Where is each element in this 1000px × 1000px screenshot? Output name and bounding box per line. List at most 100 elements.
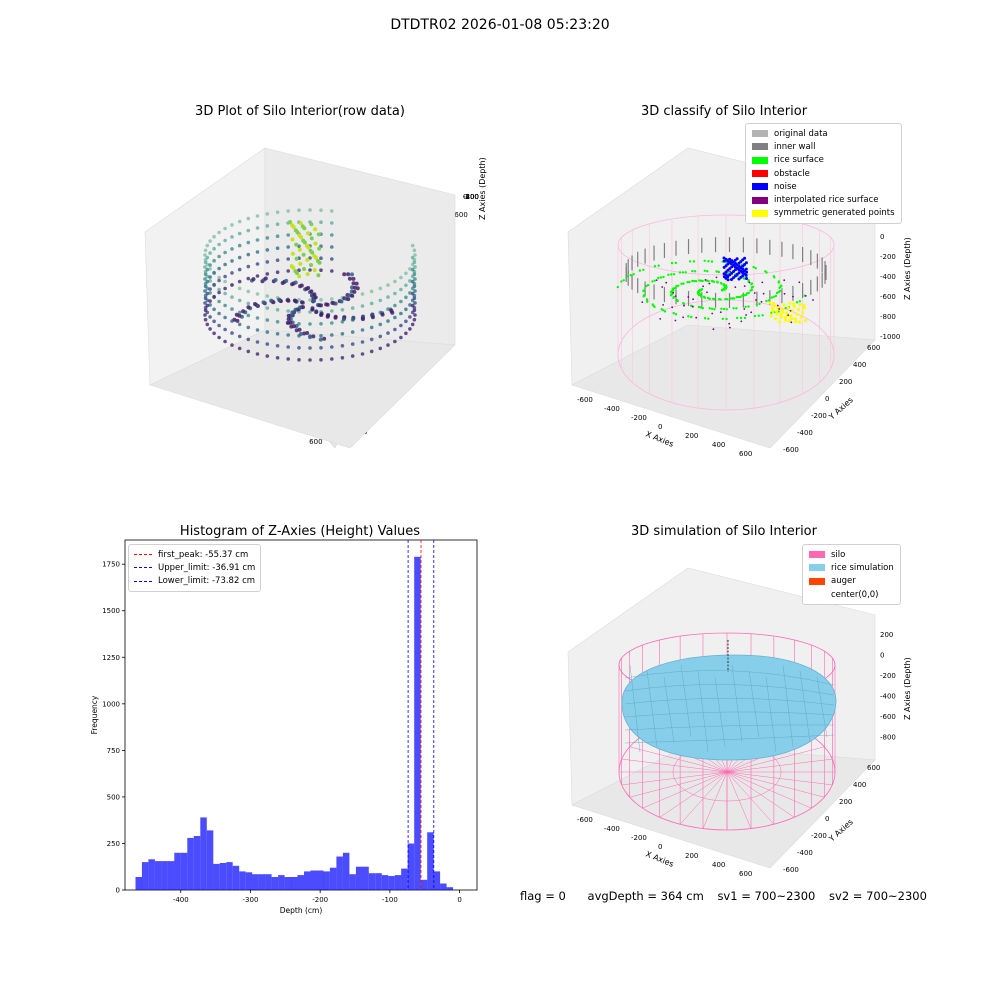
- raw-point: [319, 256, 323, 261]
- raw-point: [408, 303, 412, 307]
- raw-point: [273, 278, 278, 282]
- simulation-rice-mesh: [624, 698, 835, 706]
- classify-legend-swatch: [752, 209, 768, 217]
- simulation-rice-mesh: [624, 670, 835, 686]
- classify-interp-point: [691, 305, 694, 308]
- classify-rice-point: [672, 296, 675, 299]
- simulation-legend: silo rice simulation auger center(0,0): [802, 544, 901, 606]
- histogram-bar: [329, 867, 337, 890]
- raw-point: [203, 284, 208, 289]
- histogram-bar: [213, 863, 220, 890]
- raw-point: [378, 346, 383, 351]
- histogram-y-tick: 0: [116, 887, 120, 895]
- simulation-x-tick: -600: [577, 816, 593, 824]
- histogram-legend-label: Lower_limit: -73.82 cm: [158, 576, 256, 587]
- sv2-text: sv2 = 700~2300: [829, 889, 927, 903]
- simulation-legend-item: silo: [809, 548, 894, 561]
- histogram-bar: [375, 873, 382, 890]
- raw-point: [223, 291, 227, 296]
- raw-point: [255, 328, 260, 332]
- classify-z-tick: -400: [880, 273, 896, 281]
- raw-point: [408, 291, 412, 295]
- raw-point: [203, 313, 207, 317]
- simulation-legend-swatch: [809, 564, 825, 572]
- raw-point: [308, 208, 312, 212]
- classify-y-tick: 400: [853, 361, 866, 369]
- classify-interp-point: [687, 296, 690, 298]
- raw-point: [313, 295, 318, 300]
- histogram-bar: [174, 852, 181, 890]
- classify-legend-label: obstacle: [774, 168, 810, 179]
- classify-interp-point: [712, 328, 715, 331]
- raw-point: [408, 315, 412, 319]
- histogram-y-label: Frequency: [90, 695, 99, 734]
- classify-symmetric-point: [773, 317, 778, 321]
- classify-rice-point: [706, 270, 709, 273]
- classify-rice-point: [698, 279, 701, 282]
- raw-point-peak: [316, 232, 321, 237]
- raw-point: [208, 263, 212, 267]
- raw-point: [246, 216, 251, 221]
- classify-interp-point: [761, 281, 764, 284]
- classify-rice-point: [698, 288, 701, 292]
- simulation-y-tick: -200: [811, 832, 827, 840]
- classify-noise-point: [737, 264, 741, 268]
- classify-symmetric-point: [801, 311, 805, 315]
- raw-point: [275, 246, 280, 250]
- classify-interp-point: [760, 300, 763, 303]
- classify-rice-point: [701, 307, 704, 310]
- classify-rice-point: [638, 269, 642, 272]
- raw-point: [212, 307, 216, 312]
- raw-point: [318, 337, 323, 342]
- raw-point: [330, 357, 334, 361]
- raw-point: [308, 256, 312, 260]
- raw-point: [319, 358, 323, 362]
- histogram-y-tick: 1250: [102, 654, 120, 662]
- raw-point: [290, 310, 295, 315]
- simulation-legend-item: auger: [809, 575, 894, 588]
- raw-point: [223, 315, 227, 320]
- raw-point: [351, 316, 356, 321]
- raw-point-peak: [313, 241, 318, 246]
- classify-rice-point: [716, 280, 719, 283]
- classify-legend-item: symmetric generated points: [752, 207, 895, 220]
- classify-rice-point: [708, 307, 711, 310]
- classify-rice-point: [667, 273, 670, 276]
- raw-point: [212, 234, 216, 239]
- raw-point: [212, 270, 216, 275]
- classify-legend-item: noise: [752, 180, 895, 193]
- classify-symmetric-point: [768, 301, 772, 305]
- raw-point: [223, 274, 227, 279]
- raw-point-peak: [309, 236, 314, 241]
- classify-interp-point: [728, 322, 731, 325]
- raw-point: [246, 228, 251, 233]
- simulation-plot-title: 3D simulation of Silo Interior: [631, 524, 817, 539]
- raw-point: [203, 260, 208, 265]
- classify-symmetric-point: [798, 320, 802, 324]
- histogram-bar: [180, 852, 188, 890]
- classify-rice-point: [678, 271, 682, 274]
- classify-legend-label: noise: [774, 181, 797, 192]
- raw-point: [297, 358, 301, 362]
- classify-rice-point: [629, 274, 632, 277]
- histogram-bar: [135, 877, 142, 890]
- raw-z-tick: 0: [463, 193, 467, 201]
- simulation-z-label: Z Axies (Depth): [903, 657, 912, 720]
- classify-rice-point: [682, 302, 686, 306]
- classify-interp-point: [783, 279, 786, 282]
- raw-point: [265, 318, 270, 322]
- classify-legend-item: rice surface: [752, 154, 895, 167]
- histogram-bar: [349, 874, 356, 890]
- raw-point: [404, 295, 408, 300]
- raw-point: [208, 251, 212, 255]
- histogram-legend-item: Lower_limit: -73.82 cm: [134, 575, 255, 588]
- raw-point: [212, 319, 216, 324]
- raw-point: [223, 339, 227, 344]
- classify-rice-point: [680, 282, 683, 285]
- raw-point: [285, 298, 290, 303]
- raw-point: [341, 317, 346, 322]
- raw-point: [299, 283, 304, 288]
- classify-symmetric-point: [784, 318, 788, 322]
- histogram-x-tick: -100: [382, 896, 398, 904]
- raw-point: [208, 279, 212, 283]
